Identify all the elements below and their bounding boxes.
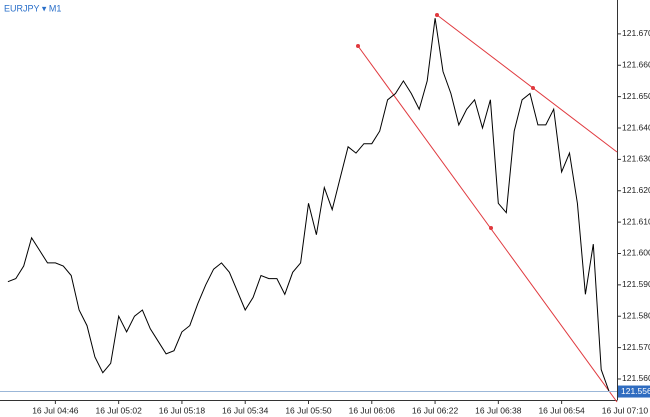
trend-point [531, 86, 535, 90]
x-tick-label: 16 Jul 06:06 [349, 405, 396, 415]
trend-point [489, 226, 493, 230]
y-tick-label: 121.670 [622, 28, 650, 38]
y-tick-label: 121.640 [622, 122, 650, 132]
y-tick-label: 121.590 [622, 279, 650, 289]
y-tick-label: 121.600 [622, 248, 650, 258]
x-tick-label: 16 Jul 05:50 [285, 405, 332, 415]
x-tick-label: 16 Jul 05:02 [95, 405, 142, 415]
last-price-label: 121.556 [621, 386, 650, 396]
x-tick-label: 16 Jul 06:54 [538, 405, 585, 415]
x-tick-label: 16 Jul 05:34 [222, 405, 269, 415]
y-tick-label: 121.570 [622, 342, 650, 352]
x-tick-label: 16 Jul 06:22 [412, 405, 459, 415]
y-tick-label: 121.630 [622, 154, 650, 164]
trend-point [356, 44, 360, 48]
y-tick-label: 121.650 [622, 91, 650, 101]
x-tick-label: 16 Jul 07:10 [602, 405, 649, 415]
y-tick-label: 121.610 [622, 216, 650, 226]
x-tick-label: 16 Jul 06:38 [475, 405, 522, 415]
price-line [7, 18, 610, 392]
trend-line [357, 45, 618, 403]
trend-line [436, 14, 618, 153]
chart-title: EURJPY ▾ M1 [4, 3, 61, 13]
x-tick-label: 16 Jul 04:46 [32, 405, 79, 415]
y-tick-label: 121.580 [622, 310, 650, 320]
y-tick-label: 121.660 [622, 60, 650, 70]
y-tick-label: 121.620 [622, 185, 650, 195]
x-tick-label: 16 Jul 05:18 [159, 405, 206, 415]
last-price-box [618, 385, 650, 398]
y-tick-label: 121.560 [622, 373, 650, 383]
trend-point [435, 13, 439, 17]
